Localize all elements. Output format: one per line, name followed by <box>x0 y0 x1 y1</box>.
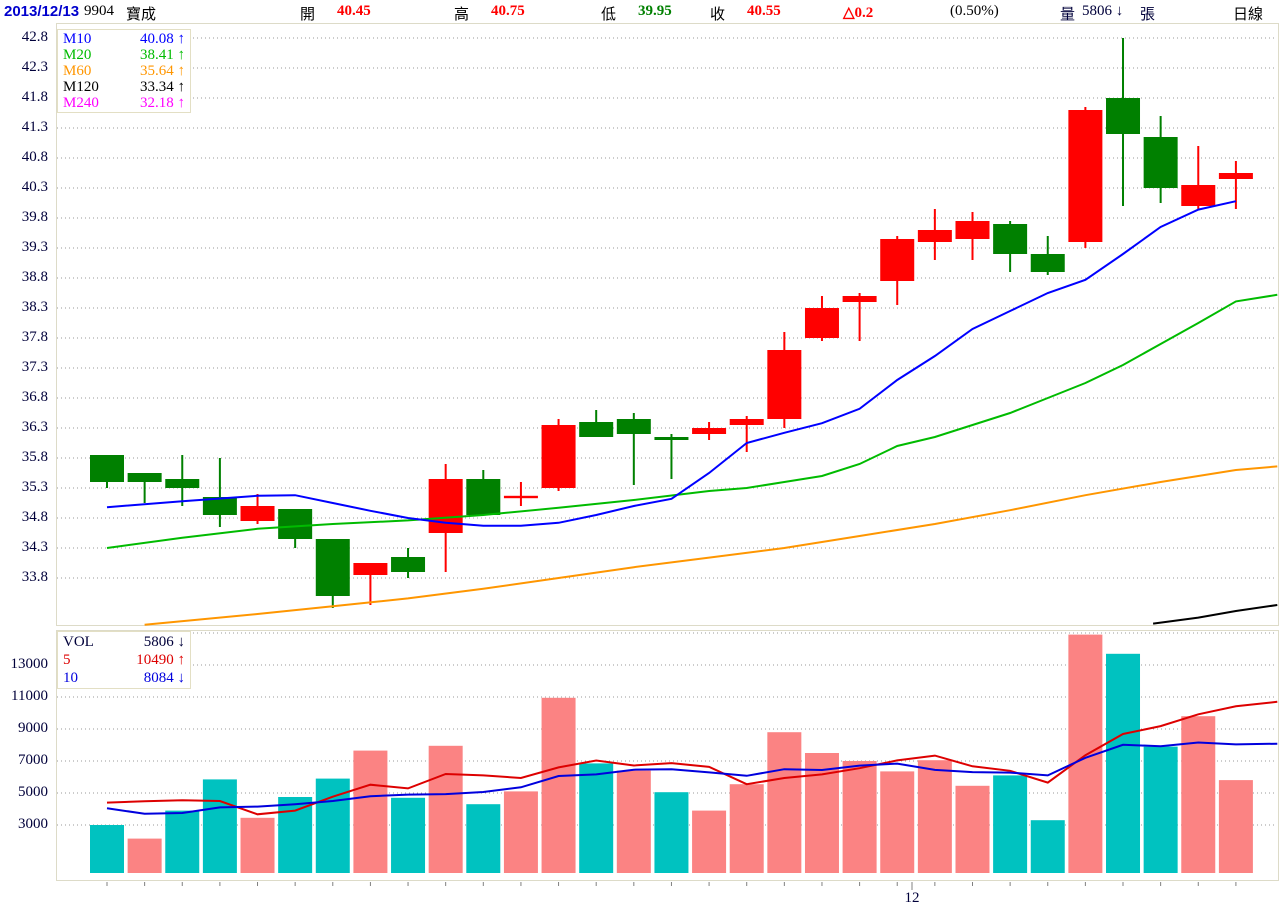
vol-ma10-value: 8084 ↓ <box>143 670 185 686</box>
vol-legend-row: 10 8084 ↓ <box>63 669 185 687</box>
ma-legend-row: M10 40.08 ↑ <box>63 31 185 47</box>
ma60-value: 35.64 ↑ <box>140 63 185 79</box>
close-label: 收 <box>710 7 726 23</box>
price-axis-label: 37.8 <box>21 329 48 345</box>
price-axis-label: 36.3 <box>21 419 48 435</box>
vol-ma5-value: 10490 ↑ <box>136 652 185 668</box>
open-value: 40.45 <box>337 3 371 19</box>
change-value: △0.2 <box>843 5 874 21</box>
ma60-label: M60 <box>63 63 92 79</box>
header: 2013/12/13 9904 寶成 開 40.45 高 40.75 低 39.… <box>0 0 1280 24</box>
price-axis-label: 35.3 <box>21 479 48 495</box>
low-label: 低 <box>601 7 617 23</box>
ma240-label: M240 <box>63 95 99 111</box>
price-axis-label: 33.8 <box>21 569 48 585</box>
volume-ma-legend: VOL 5806 ↓ 5 10490 ↑ 10 8084 ↓ <box>57 631 191 689</box>
change-percent: (0.50%) <box>950 3 999 19</box>
vol-legend-row: VOL 5806 ↓ <box>63 633 185 651</box>
ma120-value: 33.34 ↑ <box>140 79 185 95</box>
price-axis-label: 36.8 <box>21 389 48 405</box>
price-axis-label: 40.3 <box>21 179 48 195</box>
vol-label: VOL <box>63 634 94 650</box>
vol-ma10-label: 10 <box>63 670 78 686</box>
ma20-value: 38.41 ↑ <box>140 47 185 63</box>
date-field: 2013/12/13 <box>4 3 80 20</box>
price-ma-legend: M10 40.08 ↑ M20 38.41 ↑ M60 35.64 ↑ M120… <box>57 29 191 113</box>
price-axis-label: 39.8 <box>21 209 48 225</box>
stock-name: 寶成 <box>126 7 157 23</box>
price-axis-label: 38.8 <box>21 269 48 285</box>
price-axis-label: 42.3 <box>21 59 48 75</box>
volume-label: 量 <box>1060 7 1076 23</box>
ma240-value: 32.18 ↑ <box>140 95 185 111</box>
price-axis-label: 35.8 <box>21 449 48 465</box>
price-axis-label: 42.8 <box>21 29 48 45</box>
x-axis-month-label: 12 <box>904 890 920 906</box>
volume-axis-label: 3000 <box>18 816 48 832</box>
ma-legend-row: M60 35.64 ↑ <box>63 63 185 79</box>
volume-axis-label: 5000 <box>18 784 48 800</box>
price-axis-label: 34.3 <box>21 539 48 555</box>
ma-legend-row: M240 32.18 ↑ <box>63 95 185 111</box>
volume-axis-label: 9000 <box>18 720 48 736</box>
period-selector[interactable]: 日線 <box>1233 7 1264 23</box>
volume-axis-label: 7000 <box>18 752 48 768</box>
ma20-label: M20 <box>63 47 92 63</box>
price-axis-label: 37.3 <box>21 359 48 375</box>
low-value: 39.95 <box>638 3 672 19</box>
volume-unit: 張 <box>1140 7 1156 23</box>
ma10-value: 40.08 ↑ <box>140 31 185 47</box>
ma-legend-row: M20 38.41 ↑ <box>63 47 185 63</box>
vol-ma5-label: 5 <box>63 652 71 668</box>
price-axis-label: 41.3 <box>21 119 48 135</box>
price-axis-label: 41.8 <box>21 89 48 105</box>
ma-legend-row: M120 33.34 ↑ <box>63 79 185 95</box>
ma120-label: M120 <box>63 79 99 95</box>
volume-axis-label: 13000 <box>10 656 49 672</box>
price-axis-label: 38.3 <box>21 299 48 315</box>
volume-axis-label: 11000 <box>11 688 48 704</box>
high-value: 40.75 <box>491 3 525 19</box>
close-value: 40.55 <box>747 3 781 19</box>
open-label: 開 <box>300 7 316 23</box>
vol-legend-row: 5 10490 ↑ <box>63 651 185 669</box>
high-label: 高 <box>454 7 470 23</box>
price-axis-label: 40.8 <box>21 149 48 165</box>
volume-value: 5806 ↓ <box>1082 3 1124 19</box>
vol-value: 5806 ↓ <box>143 634 185 650</box>
stock-id: 9904 <box>84 3 114 19</box>
price-axis-label: 39.3 <box>21 239 48 255</box>
price-axis-label: 34.8 <box>21 509 48 525</box>
ma10-label: M10 <box>63 31 92 47</box>
